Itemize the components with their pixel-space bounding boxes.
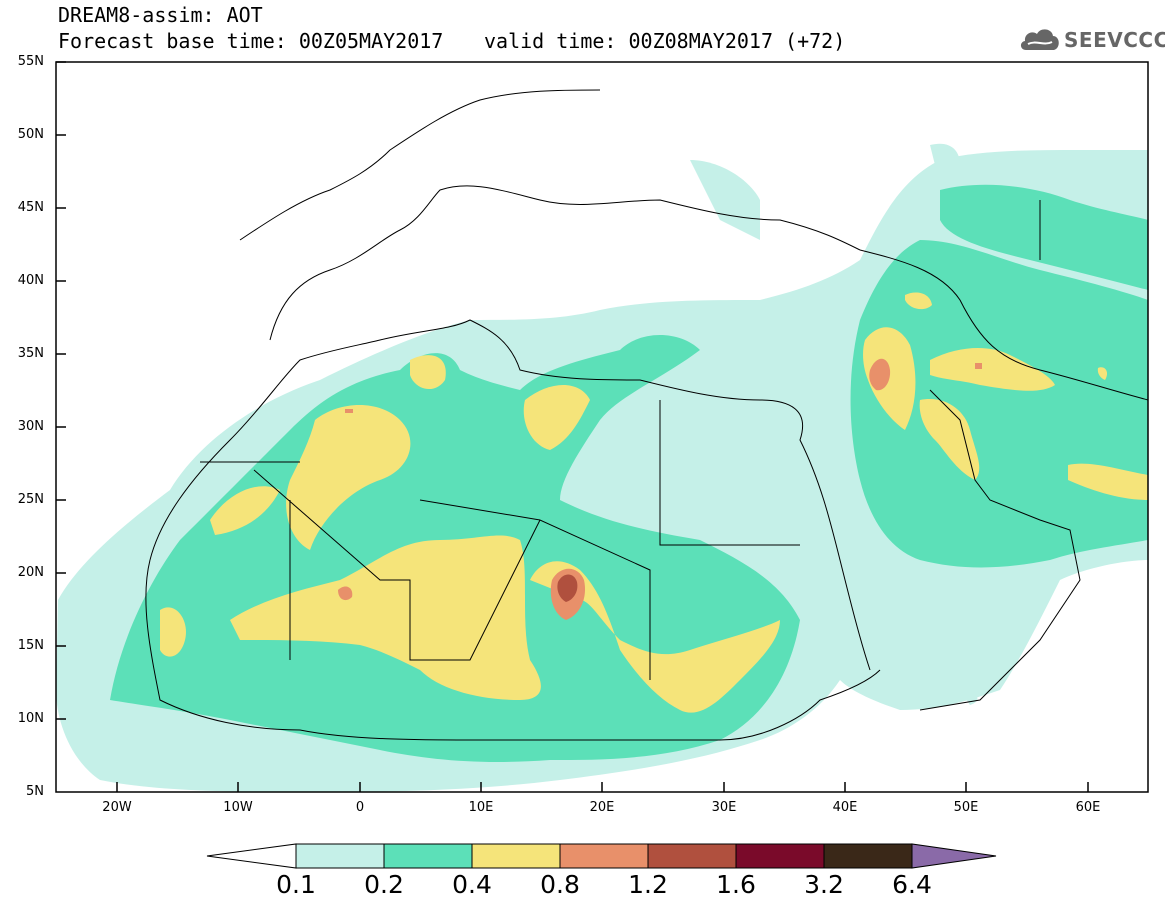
lat-label: 40N bbox=[17, 273, 44, 288]
colorbar-swatch-4 bbox=[559, 843, 649, 869]
colorbar-label: 3.2 bbox=[804, 870, 844, 899]
country-borders bbox=[145, 89, 1148, 741]
lon-label: 0 bbox=[355, 800, 365, 815]
colorbar-label: 0.1 bbox=[276, 870, 316, 899]
colorbar-label: 0.8 bbox=[540, 870, 580, 899]
lon-label: 10E bbox=[468, 800, 494, 815]
lat-label: 50N bbox=[17, 127, 44, 142]
lat-label: 30N bbox=[17, 419, 44, 434]
colorbar-label: 1.6 bbox=[716, 870, 756, 899]
colorbar-swatch-1 bbox=[295, 843, 385, 869]
colorbar-label: 6.4 bbox=[892, 870, 932, 899]
lon-label: 50E bbox=[953, 800, 979, 815]
lat-label: 10N bbox=[17, 711, 44, 726]
colorbar-label: 1.2 bbox=[628, 870, 668, 899]
lat-label: 55N bbox=[17, 54, 44, 69]
valid-time: valid time: 00Z08MAY2017 (+72) bbox=[484, 29, 846, 53]
lat-label: 35N bbox=[17, 346, 44, 361]
colorbar-swatch-5 bbox=[647, 843, 737, 869]
colorbar-label: 0.2 bbox=[364, 870, 404, 899]
cloud-icon bbox=[1020, 29, 1059, 50]
colorbar-under-arrow bbox=[206, 843, 297, 869]
lon-label: 60E bbox=[1075, 800, 1101, 815]
colorbar-swatch-2 bbox=[383, 843, 473, 869]
colorbar-swatch-6 bbox=[735, 843, 825, 869]
lon-label: 30E bbox=[711, 800, 737, 815]
lon-label: 20W bbox=[102, 800, 132, 815]
aot-contour-1.2 bbox=[557, 574, 578, 602]
lon-label: 40E bbox=[832, 800, 858, 815]
lon-label: 10W bbox=[223, 800, 253, 815]
lon-label: 20E bbox=[589, 800, 615, 815]
map-title: DREAM8-assim: AOT bbox=[58, 3, 263, 27]
colorbar-label: 0.4 bbox=[452, 870, 492, 899]
axis-ticks bbox=[56, 61, 1089, 792]
logo-text: SEEVCCC bbox=[1064, 28, 1165, 52]
lat-label: 15N bbox=[17, 638, 44, 653]
forecast-base-time: Forecast base time: 00Z05MAY2017 bbox=[58, 29, 444, 53]
colorbar bbox=[206, 843, 997, 869]
colorbar-over-arrow bbox=[911, 843, 997, 869]
lat-label: 45N bbox=[17, 200, 44, 215]
lat-label: 25N bbox=[17, 492, 44, 507]
seevccc-logo: SEEVCCC bbox=[1018, 22, 1165, 58]
colorbar-swatch-3 bbox=[471, 843, 561, 869]
lat-label: 20N bbox=[17, 565, 44, 580]
colorbar-swatch-7 bbox=[823, 843, 913, 869]
lat-label: 5N bbox=[26, 784, 44, 799]
aot-contour-0.4 bbox=[160, 292, 1148, 713]
